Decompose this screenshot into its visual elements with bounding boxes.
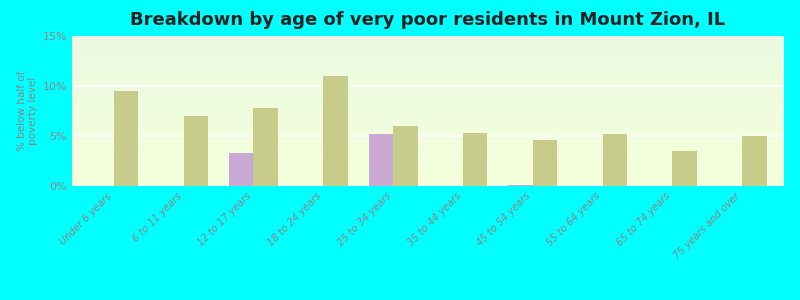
Bar [672, 151, 697, 186]
Bar [602, 134, 627, 186]
Bar [323, 76, 348, 186]
Bar [229, 153, 254, 186]
Bar [463, 133, 487, 186]
Bar [369, 134, 393, 186]
Y-axis label: % below half of
poverty level: % below half of poverty level [17, 71, 38, 151]
Bar [393, 126, 418, 186]
Bar [254, 108, 278, 186]
Bar [184, 116, 208, 186]
Bar [508, 185, 533, 186]
Bar [114, 91, 138, 186]
Bar [533, 140, 557, 186]
Title: Breakdown by age of very poor residents in Mount Zion, IL: Breakdown by age of very poor residents … [130, 11, 726, 29]
Bar [742, 136, 766, 186]
